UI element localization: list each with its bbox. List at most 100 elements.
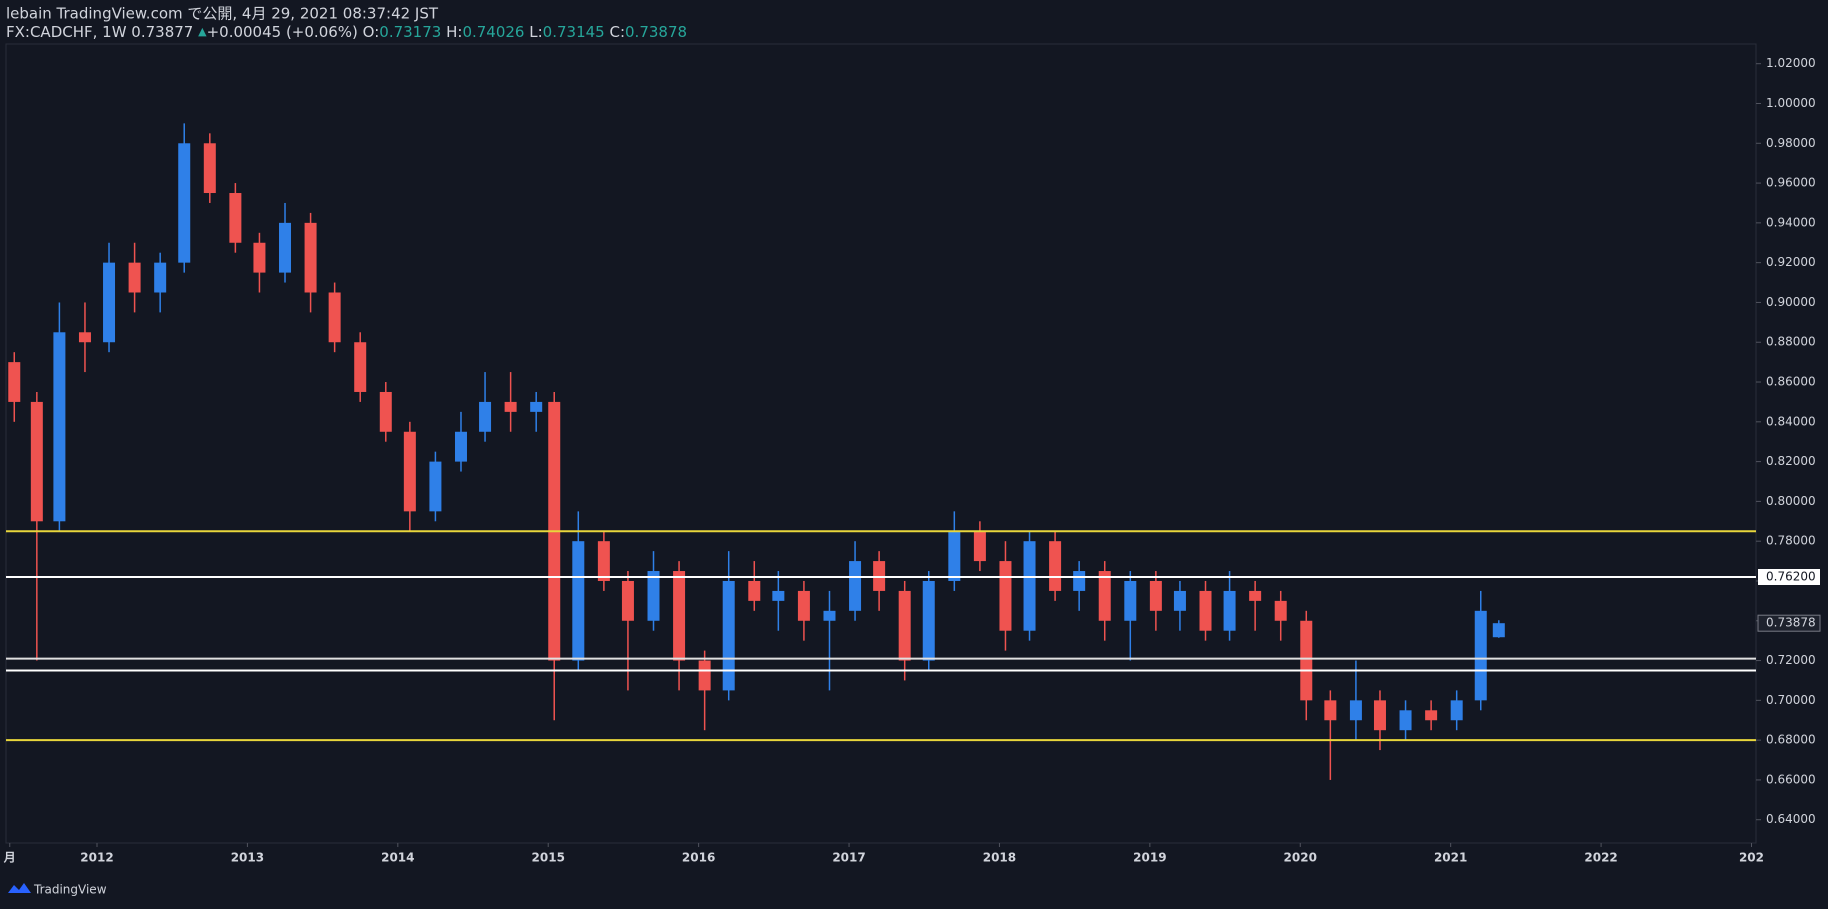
x-tick-label: 月 [3, 851, 16, 865]
candle-body [1349, 700, 1362, 721]
candle-body [797, 590, 810, 621]
candle-body [78, 332, 91, 343]
c-value: 0.73878 [625, 23, 687, 41]
candle-body [1474, 610, 1487, 701]
y-tick-label: 0.78000 [1766, 534, 1816, 548]
x-tick-label: 2020 [1284, 851, 1317, 865]
candle-body [748, 580, 761, 601]
candle-body [304, 222, 317, 293]
x-tick-label: 2021 [1434, 851, 1467, 865]
candle-body [1300, 620, 1313, 701]
candle-body [698, 660, 711, 691]
last-price-box [1757, 614, 1821, 632]
y-tick-label: 1.02000 [1766, 56, 1816, 70]
candle-body [253, 242, 266, 273]
l-value: 0.73145 [543, 23, 605, 41]
candle-body [1223, 590, 1236, 631]
arrow: ▲ [198, 25, 207, 38]
candle-body [429, 461, 442, 512]
candle-body [1199, 590, 1212, 631]
symbol-line: FX:CADCHF, 1W 0.73877 ▲+0.00045 (+0.06%)… [6, 23, 687, 41]
candle-body [203, 143, 216, 194]
candle-body [597, 541, 610, 581]
candle-body [621, 580, 634, 621]
publish-title: lebain TradingView.com で公開, 4月 29, 2021 … [6, 5, 439, 23]
brand: TradingView [33, 883, 107, 897]
candle-body [30, 401, 43, 522]
y-tick-label: 0.66000 [1766, 772, 1816, 786]
price-label: 0.76200 [1766, 569, 1816, 583]
candle-body [898, 590, 911, 661]
candle-body [479, 401, 492, 432]
candle-body [1098, 571, 1111, 621]
candle-body [722, 580, 735, 691]
candle-body [1149, 580, 1162, 611]
candle-body [948, 531, 961, 581]
y-tick-label: 1.00000 [1766, 96, 1816, 110]
h-value: 0.74026 [462, 23, 524, 41]
x-tick-label: 2012 [80, 851, 113, 865]
candle-body [279, 222, 292, 273]
x-tick-label: 2018 [983, 851, 1016, 865]
y-tick-label: 0.82000 [1766, 454, 1816, 468]
candle-body [504, 401, 517, 412]
candle-body [673, 571, 686, 661]
symbol: FX:CADCHF, 1W 0.73877 [6, 23, 193, 41]
price-label-box [1758, 568, 1820, 585]
candle-body [154, 262, 167, 293]
candle-body [1373, 700, 1386, 731]
candle-body [229, 193, 242, 243]
y-tick-label: 0.92000 [1766, 255, 1816, 269]
candle-body [999, 561, 1012, 631]
o-value: 0.73173 [379, 23, 441, 41]
candle-body [973, 531, 986, 562]
candle-body [772, 590, 785, 601]
candle-body [53, 332, 66, 522]
candle-body [1450, 700, 1463, 721]
candle-body [1073, 571, 1086, 591]
y-tick-label: 0.94000 [1766, 215, 1816, 229]
candle-body [572, 541, 585, 661]
y-tick-label: 0.68000 [1766, 733, 1816, 747]
y-tick-label: 0.84000 [1766, 414, 1816, 428]
y-tick-label: 0.88000 [1766, 335, 1816, 349]
candle-body [178, 143, 191, 263]
candle-body [128, 262, 141, 293]
last-price-label: 0.73878 [1766, 616, 1816, 630]
o-key: O: [363, 23, 380, 41]
y-tick-label: 0.70000 [1766, 693, 1816, 707]
l-key: L: [529, 23, 542, 41]
x-tick-label: 2013 [231, 851, 264, 865]
candle-body [1023, 541, 1036, 631]
candle-body [379, 391, 392, 432]
y-tick-label: 0.98000 [1766, 136, 1816, 150]
y-tick-label: 0.86000 [1766, 375, 1816, 389]
candle-body [849, 561, 862, 611]
y-tick-label: 0.80000 [1766, 494, 1816, 508]
candle-body [1249, 590, 1262, 601]
candle-body [647, 571, 660, 621]
x-tick-label: 2016 [682, 851, 715, 865]
candle-body [1049, 541, 1062, 591]
x-tick-label: 202 [1739, 851, 1764, 865]
logo [8, 883, 31, 893]
x-tick-label: 2017 [832, 851, 865, 865]
y-tick-label: 0.96000 [1766, 176, 1816, 190]
x-tick-label: 2014 [381, 851, 414, 865]
candle-body [403, 431, 416, 512]
y-tick-label: 0.64000 [1766, 812, 1816, 826]
candle-body [103, 262, 116, 343]
candle-body [354, 342, 367, 392]
candle-body [1399, 710, 1412, 731]
change: +0.00045 (+0.06%) [207, 23, 358, 41]
plot-frame [5, 43, 1757, 844]
candle-body [823, 610, 836, 621]
candle-body [1324, 700, 1337, 721]
candle-body [1274, 600, 1287, 621]
candle-body [922, 580, 935, 661]
y-tick-label: 0.90000 [1766, 295, 1816, 309]
candle-body [328, 292, 341, 343]
candle-body [1124, 580, 1137, 621]
